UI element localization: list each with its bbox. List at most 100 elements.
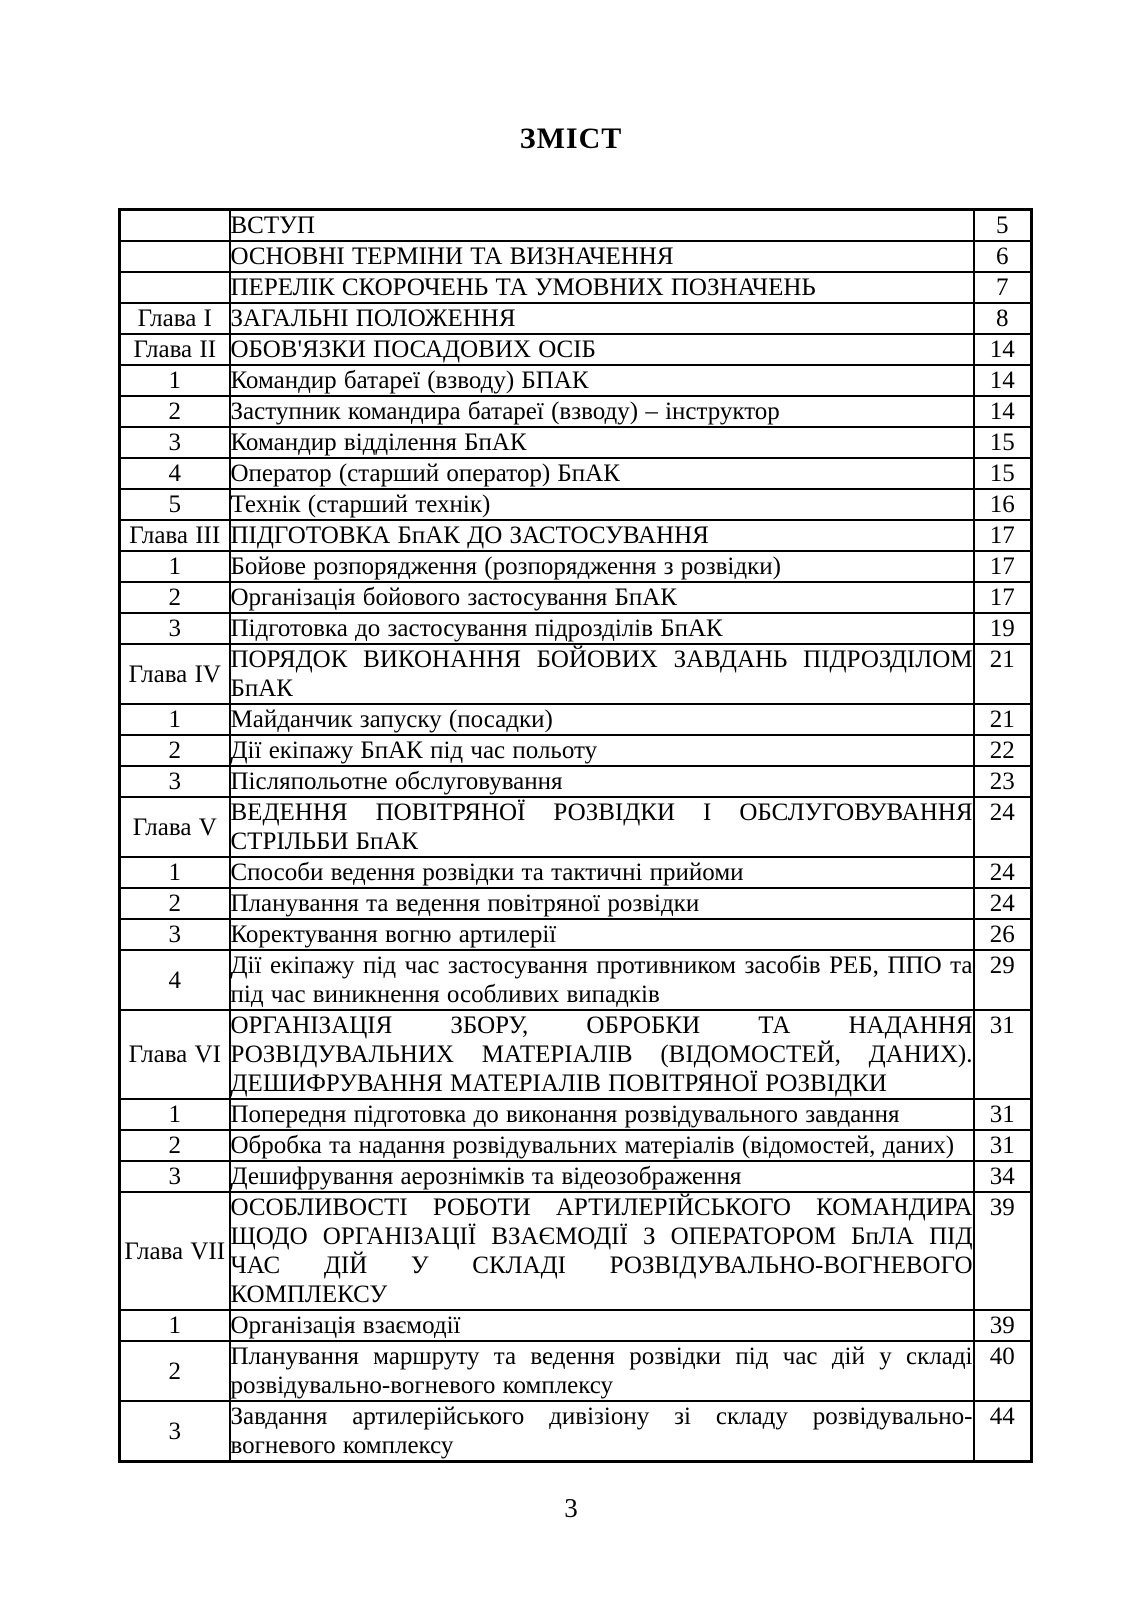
table-row: 3 Командир відділення БпАК 15: [118, 426, 1033, 459]
table-row: 1 Способи ведення розвідки та тактичні пр…: [118, 856, 1033, 889]
row-page-number: 21: [972, 643, 1033, 705]
row-page-number: 24: [972, 796, 1033, 858]
row-section-title: Завдання артилерійського дивізіону зі ск…: [228, 1400, 975, 1463]
row-chapter-label: 3: [118, 426, 231, 459]
table-row: 1 Організація взаємодії 39: [118, 1309, 1033, 1342]
table-row: Глава I ЗАГАЛЬНІ ПОЛОЖЕННЯ 8: [118, 302, 1033, 335]
page-footer-number: 3: [564, 1493, 578, 1523]
page-title: ЗМІСТ: [519, 122, 623, 155]
row-chapter-label: Глава VII: [118, 1191, 231, 1311]
row-section-title: Організація взаємодії: [228, 1309, 975, 1342]
row-section-title: ОСОБЛИВОСТІ РОБОТИ АРТИЛЕРІЙСЬКОГО КОМАН…: [228, 1191, 975, 1311]
row-page-number: 6: [972, 240, 1033, 273]
table-row: 5 Технік (старший технік) 16: [118, 488, 1033, 521]
row-page-number: 26: [972, 918, 1033, 951]
row-chapter-label: 1: [118, 550, 231, 583]
row-section-title: Дії екіпажу БпАК під час польоту: [228, 734, 975, 767]
row-chapter-label: Глава III: [118, 519, 231, 552]
row-section-title: Попередня підготовка до виконання розвід…: [228, 1098, 975, 1131]
row-chapter-label: 4: [118, 949, 231, 1011]
row-section-title: Технік (старший технік): [228, 488, 975, 521]
table-row: 2 Організація бойового застосування БпАК 1…: [118, 581, 1033, 614]
table-row: Глава VI ОРГАНІЗАЦІЯ ЗБОРУ, ОБРОБКИ ТА НА…: [118, 1009, 1033, 1100]
row-section-title: Планування маршруту та ведення розвідки …: [228, 1340, 975, 1402]
row-page-number: 39: [972, 1309, 1033, 1342]
row-page-number: 16: [972, 488, 1033, 521]
row-chapter-label: 1: [118, 703, 231, 736]
row-page-number: 14: [972, 364, 1033, 397]
table-row: 4 Дії екіпажу під час застосування против…: [118, 949, 1033, 1011]
toc-table: ВСТУП 5 ОСНОВНІ ТЕРМІНИ ТА ВИЗНАЧЕННЯ 6 ПЕРЕ…: [118, 208, 1033, 1463]
row-section-title: Післяпольотне обслуговування: [228, 765, 975, 798]
table-row: 2 Заступник командира батареї (взводу) – …: [118, 395, 1033, 428]
table-row: 1 Бойове розпорядження (розпорядження з р…: [118, 550, 1033, 583]
table-row: 2 Планування та ведення повітряної розвід…: [118, 887, 1033, 920]
table-row: 3 Коректування вогню артилерії 26: [118, 918, 1033, 951]
row-page-number: 39: [972, 1191, 1033, 1311]
row-page-number: 23: [972, 765, 1033, 798]
row-chapter-label: Глава I: [118, 302, 231, 335]
row-section-title: ВСТУП: [228, 208, 975, 242]
toc-table-body: ВСТУП 5 ОСНОВНІ ТЕРМІНИ ТА ВИЗНАЧЕННЯ 6 ПЕРЕ…: [118, 208, 1033, 1463]
row-chapter-label: Глава IV: [118, 643, 231, 705]
row-page-number: 7: [972, 271, 1033, 304]
table-row: 2 Планування маршруту та ведення розвідки…: [118, 1340, 1033, 1402]
row-chapter-label: 2: [118, 887, 231, 920]
table-row: 3 Дешифрування аерознімків та відеозображ…: [118, 1160, 1033, 1193]
row-page-number: 5: [972, 208, 1033, 242]
row-chapter-label: Глава VI: [118, 1009, 231, 1100]
table-row: 1 Попередня підготовка до виконання розві…: [118, 1098, 1033, 1131]
row-section-title: ПІДГОТОВКА БпАК ДО ЗАСТОСУВАННЯ: [228, 519, 975, 552]
row-chapter-label: 5: [118, 488, 231, 521]
row-section-title: Бойове розпорядження (розпорядження з ро…: [228, 550, 975, 583]
row-chapter-label: 3: [118, 1400, 231, 1463]
table-row: Глава V ВЕДЕННЯ ПОВІТРЯНОЇ РОЗВІДКИ І ОБС…: [118, 796, 1033, 858]
row-section-title: Дешифрування аерознімків та відеозображе…: [228, 1160, 975, 1193]
row-page-number: 15: [972, 457, 1033, 490]
row-section-title: Дії екіпажу під час застосування противн…: [228, 949, 975, 1011]
row-chapter-label: 1: [118, 856, 231, 889]
row-section-title: ПЕРЕЛІК СКОРОЧЕНЬ ТА УМОВНИХ ПОЗНАЧЕНЬ: [228, 271, 975, 304]
row-page-number: 22: [972, 734, 1033, 767]
row-chapter-label: [118, 208, 231, 242]
row-chapter-label: 1: [118, 1309, 231, 1342]
row-page-number: 17: [972, 519, 1033, 552]
row-page-number: 8: [972, 302, 1033, 335]
row-page-number: 21: [972, 703, 1033, 736]
row-chapter-label: [118, 240, 231, 273]
row-page-number: 15: [972, 426, 1033, 459]
row-section-title: Коректування вогню артилерії: [228, 918, 975, 951]
row-chapter-label: 4: [118, 457, 231, 490]
row-page-number: 44: [972, 1400, 1033, 1463]
table-row: 2 Обробка та надання розвідувальних матер…: [118, 1129, 1033, 1162]
row-page-number: 31: [972, 1129, 1033, 1162]
table-row: Глава VII ОСОБЛИВОСТІ РОБОТИ АРТИЛЕРІЙСЬК…: [118, 1191, 1033, 1311]
table-row: ВСТУП 5: [118, 208, 1033, 242]
row-page-number: 34: [972, 1160, 1033, 1193]
row-section-title: Організація бойового застосування БпАК: [228, 581, 975, 614]
row-section-title: ОРГАНІЗАЦІЯ ЗБОРУ, ОБРОБКИ ТА НАДАННЯ РО…: [228, 1009, 975, 1100]
row-section-title: Майданчик запуску (посадки): [228, 703, 975, 736]
row-chapter-label: 1: [118, 364, 231, 397]
table-row: 3 Завдання артилерійського дивізіону зі с…: [118, 1400, 1033, 1463]
row-section-title: Оператор (старший оператор) БпАК: [228, 457, 975, 490]
row-chapter-label: 2: [118, 1340, 231, 1402]
table-row: Глава IV ПОРЯДОК ВИКОНАННЯ БОЙОВИХ ЗАВДАН…: [118, 643, 1033, 705]
row-section-title: Заступник командира батареї (взводу) – і…: [228, 395, 975, 428]
row-page-number: 14: [972, 395, 1033, 428]
row-chapter-label: [118, 271, 231, 304]
row-section-title: Командир відділення БпАК: [228, 426, 975, 459]
row-chapter-label: Глава II: [118, 333, 231, 366]
row-chapter-label: 1: [118, 1098, 231, 1131]
row-page-number: 24: [972, 887, 1033, 920]
row-section-title: Підготовка до застосування підрозділів Б…: [228, 612, 975, 645]
row-chapter-label: 3: [118, 1160, 231, 1193]
row-section-title: ОСНОВНІ ТЕРМІНИ ТА ВИЗНАЧЕННЯ: [228, 240, 975, 273]
row-chapter-label: Глава V: [118, 796, 231, 858]
row-page-number: 17: [972, 550, 1033, 583]
row-page-number: 31: [972, 1009, 1033, 1100]
row-page-number: 17: [972, 581, 1033, 614]
table-row: ПЕРЕЛІК СКОРОЧЕНЬ ТА УМОВНИХ ПОЗНАЧЕНЬ 7: [118, 271, 1033, 304]
row-page-number: 19: [972, 612, 1033, 645]
table-row: 2 Дії екіпажу БпАК під час польоту 22: [118, 734, 1033, 767]
